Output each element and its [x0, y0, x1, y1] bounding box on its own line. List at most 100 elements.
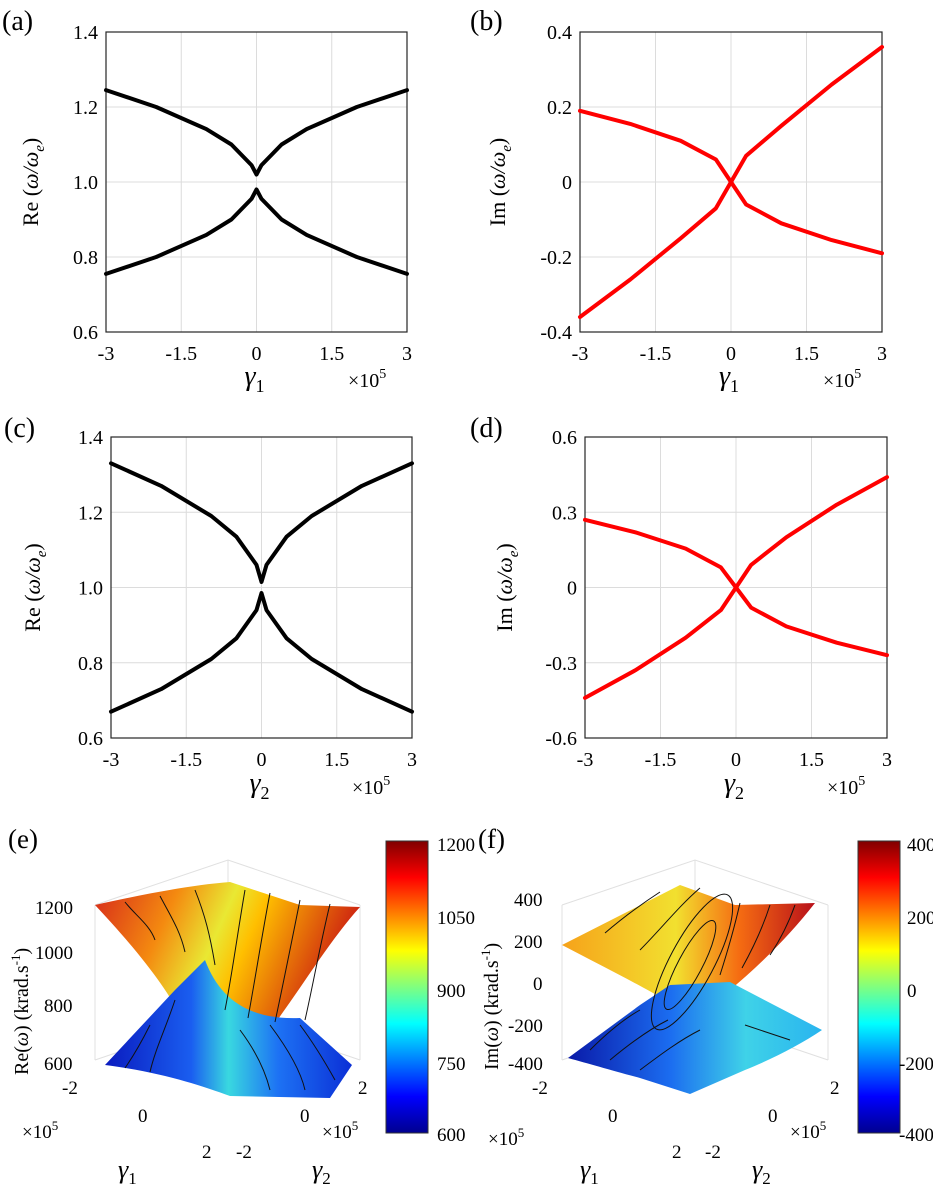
panel-f-z-axis: 400 200 0 -200 -400 Im(ω) (krad.s-1)	[478, 890, 543, 1075]
panel-d-ytick-label: -0.6	[545, 728, 577, 750]
panel-b-xtick-label: 0	[726, 343, 736, 365]
panel-b-xtick-label: -1.5	[640, 343, 672, 365]
panel-c-ytick-label: 1.2	[78, 502, 103, 524]
panel-d-xtick-label: -1.5	[645, 749, 677, 771]
panel-e-ztick-800: 800	[44, 996, 73, 1017]
panel-d-x-multiplier: ×105	[827, 774, 865, 799]
panel-f-cbar-tick-0: 0	[907, 981, 917, 1002]
panel-e-ztick-1000: 1000	[35, 943, 73, 964]
panel-f-ztick-neg200: -200	[508, 1016, 543, 1037]
panel-f-y-multiplier: ×105	[790, 1118, 826, 1143]
panel-e-ytick-neg2: -2	[236, 1142, 252, 1163]
panel-c-xtick-label: 0	[257, 749, 267, 771]
panel-a-series-1	[104, 187, 409, 276]
panel-f-cbar-tick-neg400: -400	[899, 1125, 933, 1146]
panel-a-xtick-label: -1.5	[165, 343, 197, 365]
panel-e-cbar-tick-1050: 1050	[437, 908, 475, 929]
panel-d-ytick-label: 0	[567, 578, 577, 600]
panel-f-y-axis: -2 0 2 ×105 γ2	[705, 1078, 840, 1188]
panel-e-cbar-tick-750: 750	[437, 1054, 466, 1075]
panel-b-axes-frame	[579, 31, 883, 333]
panel-d-xtick-label: 3	[882, 749, 892, 771]
panel-b-xtick-label: -3	[572, 343, 589, 365]
panel-f-contours	[589, 887, 796, 1071]
panel-f-ztick-0: 0	[533, 974, 543, 995]
panel-e-xtick-0: 0	[138, 1106, 148, 1127]
panel-c-ytick-label: 1.0	[78, 578, 103, 600]
panel-d-chart: (d) -3 -1.5 0 1.5 3 -0.6 -0.3 0 0.3 0.6 Im (ω/ωe) γ2…	[470, 413, 892, 803]
panel-d-xtick-label: -3	[577, 749, 594, 771]
panel-c-xlabel: γ2	[250, 768, 270, 803]
panel-a-ytick-label: 0.8	[73, 247, 98, 269]
panel-e-surface-plot: (e) 1200 1000 800 600	[8, 824, 475, 1188]
panel-b-ytick-label: 0.2	[547, 97, 572, 119]
panel-a-xlabel: γ1	[245, 361, 265, 396]
panel-f-colorbar: 400 200 0 -200 -400	[857, 835, 933, 1146]
panel-e-upper-sheet	[95, 882, 360, 1060]
panel-f-ylabel: γ2	[752, 1155, 771, 1188]
panel-f-cbar-tick-400: 400	[907, 835, 933, 856]
panel-b-ytick-label: -0.4	[540, 322, 572, 344]
panel-f-ytick-neg2: -2	[705, 1142, 721, 1163]
panel-b-x-multiplier: ×105	[823, 367, 861, 392]
panel-f-ztick-200: 200	[514, 932, 543, 953]
panel-e-ztick-1200: 1200	[35, 898, 73, 919]
panel-e-label: (e)	[8, 824, 38, 854]
panel-f-surface-plot: (f) 400 200 0 -200 -400	[478, 824, 933, 1188]
panel-f-xtick-neg2: -2	[532, 1078, 548, 1099]
panel-c-x-multiplier: ×105	[352, 774, 390, 799]
panel-e-cbar-tick-600: 600	[437, 1125, 466, 1146]
panel-c-axes-frame	[110, 436, 413, 739]
panel-f-xlabel: γ1	[580, 1155, 599, 1188]
panel-c-chart: (c) -3 -1.5 0 1.5 3 0.6 0.8 1.0 1.2 1.4 Re (ω/ωe) γ2…	[4, 413, 417, 803]
panel-a-ytick-label: 0.6	[73, 322, 98, 344]
panel-e-z-axis: 1200 1000 800 600 Re(ω) (krad.s-1)	[8, 898, 73, 1075]
panel-a-series-0	[104, 88, 409, 177]
panel-e-zlabel: Re(ω) (krad.s-1)	[8, 948, 33, 1075]
panel-f-ztick-400: 400	[514, 890, 543, 911]
panel-e-lower-sheet	[105, 960, 352, 1098]
panel-a-ytick-label: 1.0	[73, 172, 98, 194]
panel-f-ytick-0: 0	[768, 1106, 778, 1127]
panel-e-cbar-tick-1200: 1200	[437, 835, 475, 856]
panel-e-cbar-tick-900: 900	[437, 981, 466, 1002]
panel-f-zlabel: Im(ω) (krad.s-1)	[478, 943, 503, 1070]
panel-a-ytick-label: 1.4	[73, 22, 98, 44]
panel-a-ytick-label: 1.2	[73, 97, 98, 119]
panel-b-label: (b)	[470, 6, 503, 37]
panel-b-ytick-label: -0.2	[540, 247, 572, 269]
panel-e-x-multiplier: ×105	[22, 1118, 58, 1143]
panel-d-series-1	[583, 517, 889, 658]
panel-b-xtick-label: 1.5	[794, 343, 819, 365]
panel-f-xtick-2: 2	[672, 1142, 682, 1163]
panel-c-ytick-label: 0.6	[78, 728, 103, 750]
panel-b-series-1	[578, 108, 884, 256]
panel-f-ytick-2: 2	[830, 1078, 840, 1099]
panel-f-x-axis: -2 0 2 ×105 γ1	[488, 1078, 682, 1188]
panel-f-cbar-tick-neg200: -200	[899, 1054, 933, 1075]
panel-e-y-axis: -2 0 2 ×105 γ2	[236, 1078, 368, 1188]
panel-a-axes-frame	[105, 31, 408, 333]
panel-f-cbar-tick-200: 200	[907, 908, 933, 929]
panel-c-label: (c)	[4, 413, 35, 444]
panel-a-x-multiplier: ×105	[348, 367, 386, 392]
panel-e-xtick-2: 2	[202, 1142, 212, 1163]
panel-c-xtick-label: 3	[407, 749, 417, 771]
panel-e-ylabel: γ2	[312, 1155, 331, 1188]
panel-b-ytick-label: 0	[562, 172, 572, 194]
panel-a-xtick-label: 1.5	[319, 343, 344, 365]
panel-d-xtick-label: 1.5	[799, 749, 824, 771]
panel-c-xtick-label: -3	[103, 749, 120, 771]
panel-e-xtick-neg2: -2	[62, 1078, 78, 1099]
panel-c-xtick-label: -1.5	[170, 749, 202, 771]
panel-d-xlabel: γ2	[724, 768, 744, 803]
panel-a-chart: (a) -3 -1.5 0 1.5 3 0.6 0.8 1.0 1.2 1.4 Re (ω/ωe) γ1…	[2, 6, 412, 396]
panel-e-ytick-2: 2	[358, 1078, 368, 1099]
panel-c-series-1	[109, 591, 414, 714]
panel-b-xlabel: γ1	[719, 361, 739, 396]
panel-a-label: (a)	[2, 6, 33, 37]
panel-a-xtick-label: 3	[402, 343, 412, 365]
panel-a-xtick-label: -3	[98, 343, 115, 365]
panel-e-ytick-0: 0	[300, 1106, 310, 1127]
